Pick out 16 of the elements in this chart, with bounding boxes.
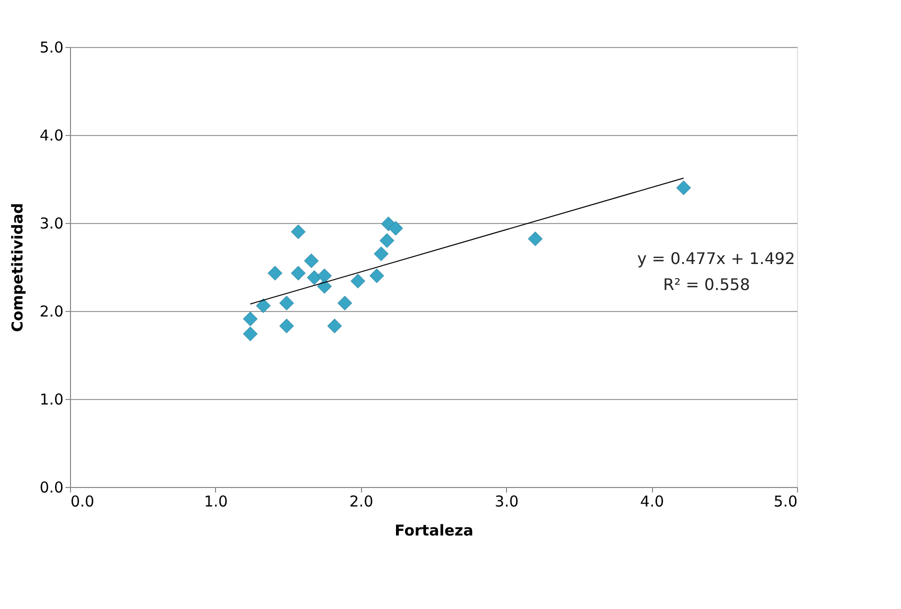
x-axis-title: Fortaleza	[394, 522, 474, 540]
y-tick-label: 5.0	[40, 38, 64, 56]
y-tick-label: 1.0	[40, 390, 64, 408]
y-tick-label: 3.0	[40, 214, 64, 232]
annotation: R² = 0.558	[663, 275, 750, 294]
x-tick-label: 0.0	[70, 492, 94, 510]
x-tick-label: 3.0	[494, 492, 519, 510]
x-tick-label: 1.0	[204, 492, 228, 510]
x-tick-label: 5.0	[774, 492, 798, 510]
annotation: y = 0.477x + 1.492	[637, 249, 795, 268]
x-tick-label: 4.0	[640, 492, 664, 510]
y-tick-label: 0.0	[40, 478, 64, 496]
x-tick-label: 2.0	[349, 492, 374, 510]
y-tick-label: 4.0	[40, 126, 64, 144]
y-tick-label: 2.0	[40, 302, 64, 320]
y-axis-title: Competitividad	[8, 203, 27, 332]
